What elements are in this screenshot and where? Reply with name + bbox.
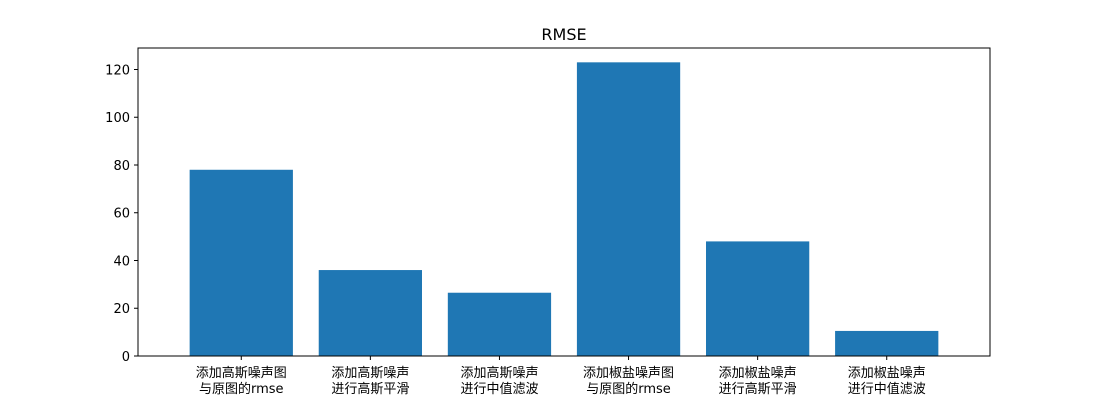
x-tick-label-line: 添加高斯噪声图 (196, 365, 287, 381)
x-tick-label-line: 进行中值滤波 (460, 381, 538, 397)
bar-4 (576, 62, 681, 356)
x-tick-label-line: 与原图的rmse (199, 381, 284, 397)
x-tick-label-line: 添加椒盐噪声 (719, 366, 797, 381)
bar-2 (318, 270, 422, 356)
x-tick-label-line: 添加高斯噪声 (460, 365, 538, 381)
x-tick-label-line: 与原图的rmse (586, 381, 671, 397)
x-tick-label: 添加椒盐噪声进行中值滤波 (848, 366, 926, 397)
bar-6 (835, 330, 939, 356)
bar-1 (189, 169, 293, 356)
x-tick-label-line: 添加椒盐噪声图 (583, 366, 674, 381)
x-axis: 添加高斯噪声图与原图的rmse添加高斯噪声进行高斯平滑添加高斯噪声进行中值滤波添… (196, 356, 926, 397)
x-tick-label: 添加高斯噪声图与原图的rmse (196, 365, 287, 397)
x-tick-label-line: 添加高斯噪声 (331, 365, 409, 381)
chart-title: RMSE (541, 25, 586, 44)
x-tick-label: 添加高斯噪声进行中值滤波 (460, 365, 538, 397)
plot-frame (137, 47, 991, 357)
x-tick-label: 添加高斯噪声进行高斯平滑 (331, 365, 409, 397)
y-tick-label: 60 (113, 207, 130, 222)
y-tick-label: 80 (113, 159, 130, 174)
y-tick-label: 20 (113, 302, 130, 317)
x-tick-label-line: 进行中值滤波 (848, 381, 926, 397)
y-tick-label: 0 (122, 350, 130, 365)
x-tick-label-line: 进行高斯平滑 (331, 381, 409, 397)
x-tick-label-line: 进行高斯平滑 (719, 381, 797, 397)
y-axis: 0 20 40 60 80 100 120 (105, 63, 138, 365)
y-tick-label: 120 (105, 63, 130, 78)
x-tick-label: 添加椒盐噪声进行高斯平滑 (719, 366, 797, 397)
x-tick-label-line: 添加椒盐噪声 (848, 366, 926, 381)
bars-layer (189, 62, 939, 356)
x-tick-label: 添加椒盐噪声图与原图的rmse (583, 366, 674, 397)
bar-3 (447, 292, 552, 356)
bar-5 (706, 241, 810, 356)
y-tick-label: 40 (113, 254, 130, 269)
y-tick-label: 100 (105, 111, 130, 126)
